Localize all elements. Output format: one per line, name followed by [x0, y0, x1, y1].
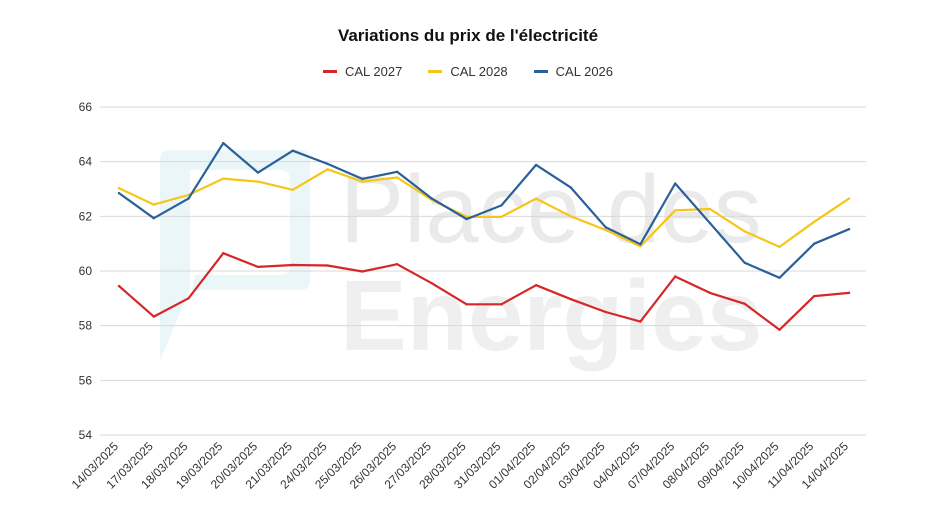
data-point [639, 320, 642, 323]
data-point [465, 217, 468, 221]
data-point [222, 177, 225, 180]
data-point [152, 203, 155, 206]
data-point [117, 191, 121, 195]
data-point [743, 261, 746, 264]
data-point [117, 284, 121, 288]
data-point [395, 262, 399, 266]
data-point [465, 303, 468, 306]
series-line [117, 142, 851, 279]
data-point [256, 265, 260, 269]
series-line [117, 252, 851, 331]
data-point [395, 176, 399, 179]
y-tick-label: 56 [79, 373, 93, 387]
data-point [569, 215, 573, 218]
data-point [222, 141, 225, 145]
data-point [778, 276, 781, 280]
legend-item: CAL 2026 [533, 64, 614, 79]
data-point [500, 303, 503, 306]
data-point [673, 182, 677, 185]
data-point [813, 294, 816, 298]
data-point [813, 242, 816, 245]
data-point [187, 197, 190, 200]
data-point [500, 215, 503, 219]
data-point [395, 170, 399, 173]
data-point [534, 197, 538, 200]
data-point [847, 227, 851, 231]
data-point [778, 245, 781, 249]
data-point [569, 297, 573, 301]
data-point [361, 270, 364, 273]
series-line [117, 168, 851, 248]
legend-label: CAL 2027 [344, 64, 403, 79]
legend-item: CAL 2028 [428, 64, 508, 79]
data-point [569, 186, 573, 189]
data-point [291, 149, 295, 152]
data-point [430, 197, 434, 200]
data-point [847, 197, 851, 200]
data-point [639, 245, 642, 248]
y-tick-label: 60 [79, 264, 93, 278]
data-point [534, 284, 538, 287]
legend-swatch [322, 70, 337, 73]
legend-label: CAL 2026 [555, 64, 614, 79]
chart-title: Variations du prix de l'électricité [337, 26, 599, 45]
chart-legend: CAL 2027 CAL 2028 CAL 2026 [0, 64, 936, 79]
data-point [708, 221, 712, 225]
data-point [534, 163, 538, 167]
data-point [326, 168, 329, 171]
data-point [117, 186, 121, 190]
data-point [152, 315, 155, 318]
data-point [326, 264, 329, 267]
data-point [500, 204, 503, 207]
y-tick-label: 66 [79, 100, 93, 114]
data-point [639, 243, 642, 246]
data-point [743, 230, 746, 233]
legend-swatch [428, 70, 443, 73]
data-point [256, 180, 260, 183]
data-point [361, 180, 364, 183]
data-point [778, 328, 781, 331]
data-point [847, 291, 851, 295]
data-point [813, 220, 816, 223]
data-point [708, 291, 712, 295]
data-point [291, 188, 295, 192]
data-point [187, 297, 190, 300]
legend-swatch [533, 70, 548, 73]
data-point [604, 310, 607, 314]
data-point [604, 226, 607, 229]
data-point [152, 217, 155, 220]
data-point [291, 263, 295, 267]
data-point [708, 207, 712, 211]
data-point [222, 252, 225, 255]
data-point [673, 275, 677, 278]
data-point [673, 209, 677, 212]
data-point [743, 302, 746, 305]
data-point [256, 171, 260, 174]
y-tick-label: 58 [79, 319, 93, 333]
y-tick-label: 54 [79, 428, 93, 442]
y-tick-label: 64 [79, 155, 93, 169]
legend-item: CAL 2027 [322, 64, 403, 79]
data-point [604, 228, 607, 232]
y-tick-label: 62 [79, 209, 93, 223]
data-point [430, 282, 434, 285]
data-point [326, 162, 329, 166]
legend-label: CAL 2028 [450, 64, 508, 79]
data-point [361, 177, 364, 181]
